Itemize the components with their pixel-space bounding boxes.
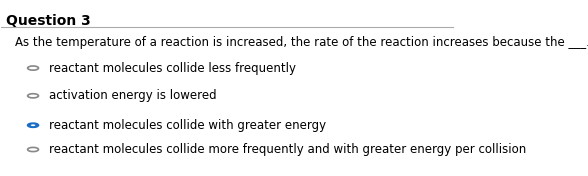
Text: activation energy is lowered: activation energy is lowered: [49, 89, 216, 102]
Circle shape: [28, 147, 38, 152]
Text: reactant molecules collide with greater energy: reactant molecules collide with greater …: [49, 119, 326, 132]
Circle shape: [28, 123, 38, 127]
Text: reactant molecules collide more frequently and with greater energy per collision: reactant molecules collide more frequent…: [49, 143, 526, 156]
Text: As the temperature of a reaction is increased, the rate of the reaction increase: As the temperature of a reaction is incr…: [15, 36, 588, 49]
Circle shape: [31, 124, 35, 126]
Text: reactant molecules collide less frequently: reactant molecules collide less frequent…: [49, 62, 296, 75]
Circle shape: [28, 94, 38, 98]
Text: Question 3: Question 3: [6, 14, 91, 27]
Circle shape: [28, 66, 38, 70]
